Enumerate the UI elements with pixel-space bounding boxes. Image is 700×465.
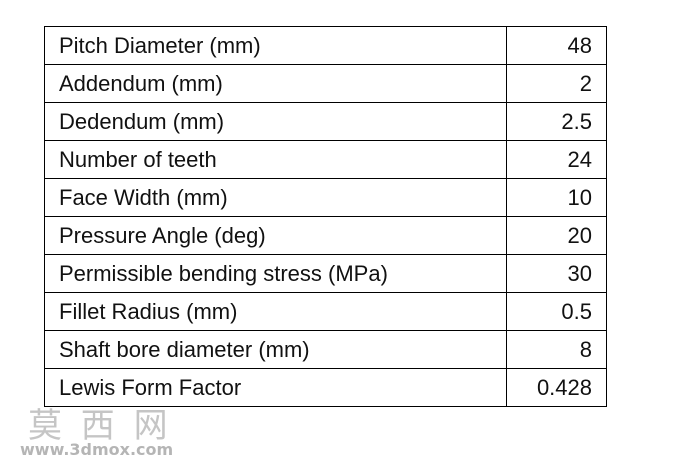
parameter-value: 2: [506, 64, 607, 103]
parameter-value: 30: [506, 254, 607, 293]
table-row: Addendum (mm) 2: [44, 64, 607, 103]
parameter-name: Pitch Diameter (mm): [44, 26, 507, 65]
table-row: Face Width (mm) 10: [44, 178, 607, 217]
parameter-value: 20: [506, 216, 607, 255]
parameter-name: Shaft bore diameter (mm): [44, 330, 507, 369]
parameter-name: Lewis Form Factor: [44, 368, 507, 407]
watermark-url: www.3dmox.com: [20, 440, 174, 459]
table-row: Dedendum (mm) 2.5: [44, 102, 607, 141]
table-body: Pitch Diameter (mm) 48 Addendum (mm) 2 Deden…: [44, 26, 607, 407]
parameter-value: 48: [506, 26, 607, 65]
table-row: Permissible bending stress (MPa) 30: [44, 254, 607, 293]
parameter-value: 8: [506, 330, 607, 369]
parameter-name: Dedendum (mm): [44, 102, 507, 141]
parameter-value: 0.428: [506, 368, 607, 407]
parameter-name: Fillet Radius (mm): [44, 292, 507, 331]
parameter-name: Face Width (mm): [44, 178, 507, 217]
parameter-value: 24: [506, 140, 607, 179]
table-row: Pitch Diameter (mm) 48: [44, 26, 607, 65]
watermark-logo: 莫 西 网: [28, 406, 172, 446]
parameter-name: Permissible bending stress (MPa): [44, 254, 507, 293]
gear-table: Pitch Diameter (mm) 48 Addendum (mm) 2 Deden…: [44, 26, 607, 407]
parameter-value: 2.5: [506, 102, 607, 141]
parameter-value: 0.5: [506, 292, 607, 331]
table-row: Fillet Radius (mm) 0.5: [44, 292, 607, 331]
parameter-name: Number of teeth: [44, 140, 507, 179]
parameter-name: Addendum (mm): [44, 64, 507, 103]
parameter-value: 10: [506, 178, 607, 217]
parameter-name: Pressure Angle (deg): [44, 216, 507, 255]
table-row: Shaft bore diameter (mm) 8: [44, 330, 607, 369]
table-row: Pressure Angle (deg) 20: [44, 216, 607, 255]
table-row: Number of teeth 24: [44, 140, 607, 179]
table-row: Lewis Form Factor 0.428: [44, 368, 607, 407]
